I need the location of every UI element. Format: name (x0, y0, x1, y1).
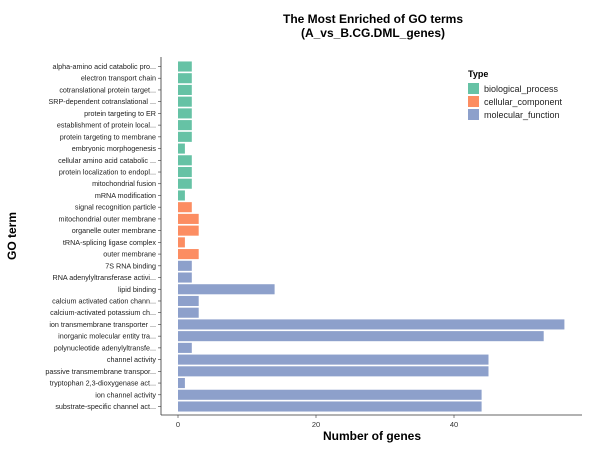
category-label-mrna-modification: mRNA modification (95, 191, 156, 200)
category-label-ion-transmembrane-transporter: ion transmembrane transporter ... (49, 320, 156, 329)
category-label-protein-localization-to-endopl: protein localization to endopl... (59, 168, 156, 177)
bar-alpha-amino-acid-catabolic-pro (178, 61, 192, 72)
category-label-passive-transmembrane-transpor: passive transmembrane transpor... (45, 367, 156, 376)
category-label-substrate-specific-channel-act: substrate-specific channel act... (55, 402, 156, 411)
bar-calcium-activated-potassium-ch (178, 307, 199, 318)
chart-title: The Most Enriched of GO terms (283, 12, 463, 26)
bar-rna-adenylyltransferase-activi (178, 272, 192, 283)
bar-srp-dependent-cotranslational (178, 96, 192, 107)
bar-mrna-modification (178, 190, 185, 201)
bar-ion-transmembrane-transporter (178, 319, 565, 330)
legend-label-biological-process: biological_process (484, 84, 559, 94)
bar-polynucleotide-adenylyltransfe (178, 342, 192, 353)
bar-cellular-amino-acid-catabolic (178, 155, 192, 166)
category-label-rna-adenylyltransferase-activi: RNA adenylyltransferase activi... (53, 273, 156, 282)
category-label-7s-rna-binding: 7S RNA binding (105, 261, 156, 270)
bar-protein-localization-to-endopl (178, 166, 192, 178)
legend-swatch-cellular-component (468, 96, 479, 107)
legend-swatch-molecular-function (468, 109, 479, 120)
bar-outer-membrane (178, 249, 199, 260)
category-label-mitochondrial-outer-membrane: mitochondrial outer membrane (59, 214, 156, 223)
x-tick-label-0: 0 (176, 420, 180, 429)
category-label-alpha-amino-acid-catabolic-pro: alpha-amino acid catabolic pro... (53, 62, 156, 71)
chart-subtitle: (A_vs_B.CG.DML_genes) (301, 26, 445, 40)
category-label-embryonic-morphogenesis: embryonic morphogenesis (72, 144, 157, 153)
category-label-protein-targeting-to-er: protein targeting to ER (84, 109, 156, 118)
bars-layer (178, 61, 565, 412)
category-label-cotranslational-protein-target: cotranslational protein target... (59, 85, 156, 94)
bar-establishment-of-protein-local (178, 120, 192, 131)
category-labels: alpha-amino acid catabolic pro... electro… (45, 62, 161, 411)
legend-label-molecular-function: molecular_function (484, 110, 560, 120)
bar-passive-transmembrane-transpor (178, 366, 489, 377)
category-label-trna-splicing-ligase-complex: tRNA-splicing ligase complex (63, 238, 156, 247)
legend-swatch-biological-process (468, 83, 479, 94)
bar-7s-rna-binding (178, 260, 192, 271)
bar-substrate-specific-channel-act (178, 401, 482, 412)
category-label-establishment-of-protein-local: establishment of protein local... (57, 121, 156, 130)
category-label-inorganic-molecular-entity-tra: inorganic molecular entity tra... (58, 332, 156, 341)
bar-trna-splicing-ligase-complex (178, 237, 185, 248)
bar-embryonic-morphogenesis (178, 143, 185, 154)
legend-title: Type (468, 69, 488, 79)
y-axis-label: GO term (5, 212, 19, 260)
category-label-lipid-binding: lipid binding (118, 285, 156, 294)
category-label-organelle-outer-membrane: organelle outer membrane (72, 226, 156, 235)
category-label-cellular-amino-acid-catabolic: cellular amino acid catabolic ... (58, 156, 156, 165)
bar-channel-activity (178, 354, 489, 365)
category-label-mitochondrial-fusion: mitochondrial fusion (92, 179, 156, 188)
bar-protein-targeting-to-er (178, 108, 192, 119)
legend-label-cellular-component: cellular_component (484, 97, 563, 107)
category-label-ion-channel-activity: ion channel activity (95, 390, 156, 399)
bar-organelle-outer-membrane (178, 225, 199, 236)
category-label-polynucleotide-adenylyltransfe: polynucleotide adenylyltransfe... (54, 343, 156, 352)
x-axis-label: Number of genes (323, 429, 421, 443)
bar-electron-transport-chain (178, 73, 192, 84)
bar-mitochondrial-outer-membrane (178, 213, 199, 224)
category-label-protein-targeting-to-membrane: protein targeting to membrane (60, 132, 156, 141)
bar-calcium-activated-cation-chann (178, 295, 199, 307)
category-label-tryptophan-2-3-dioxygenase-act: tryptophan 2,3-dioxygenase act... (50, 379, 156, 388)
x-ticks: 0 20 40 (176, 415, 458, 429)
bar-inorganic-molecular-entity-tra (178, 331, 544, 342)
category-label-signal-recognition-particle: signal recognition particle (75, 203, 156, 212)
legend: Type biological_process cellular_compone… (468, 69, 563, 120)
bar-signal-recognition-particle (178, 202, 192, 213)
category-label-calcium-activated-cation-chann: calcium activated cation chann... (52, 296, 156, 305)
category-label-calcium-activated-potassium-ch: calcium-activated potassium ch... (50, 308, 156, 317)
x-tick-label-20: 20 (312, 420, 320, 429)
bar-protein-targeting-to-membrane (178, 131, 192, 142)
category-label-outer-membrane: outer membrane (103, 250, 156, 259)
x-tick-label-40: 40 (450, 420, 458, 429)
bar-mitochondrial-fusion (178, 178, 192, 189)
bar-cotranslational-protein-target (178, 84, 192, 95)
bar-ion-channel-activity (178, 389, 482, 400)
bar-tryptophan-2-3-dioxygenase-act (178, 378, 185, 389)
category-label-srp-dependent-cotranslational: SRP-dependent cotranslational ... (49, 97, 156, 106)
category-label-electron-transport-chain: electron transport chain (81, 74, 156, 83)
category-label-channel-activity: channel activity (107, 355, 157, 364)
bar-lipid-binding (178, 284, 275, 295)
